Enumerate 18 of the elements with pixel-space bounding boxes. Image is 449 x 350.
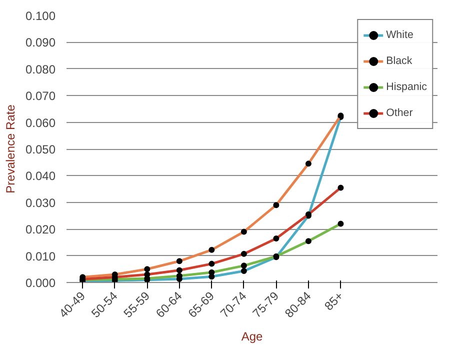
y-tick-label: 0.090 xyxy=(25,36,56,50)
legend-label: White xyxy=(386,29,414,41)
y-tick-label: 0.050 xyxy=(25,142,56,156)
y-tick-label: 0.000 xyxy=(25,276,56,290)
y-tick-label: 0.020 xyxy=(25,222,56,237)
y-tick-label: 0.030 xyxy=(25,196,56,210)
y-tick-label: 0.060 xyxy=(25,116,56,130)
x-tick-label: 85+ xyxy=(322,288,346,314)
y-tick-label: 0.010 xyxy=(25,249,56,264)
legend-label: Black xyxy=(386,55,412,67)
y-tick-label: 0.080 xyxy=(25,62,56,76)
y-tick-label: 0.040 xyxy=(25,169,56,184)
legend-label: Other xyxy=(386,107,413,119)
legend-label: Hispanic xyxy=(386,81,427,93)
y-tick-label: 0.070 xyxy=(25,89,56,104)
y-axis-title: Prevalence Rate xyxy=(3,104,18,194)
x-axis-title: Age xyxy=(241,330,263,344)
y-tick-label: 0.100 xyxy=(25,9,56,23)
